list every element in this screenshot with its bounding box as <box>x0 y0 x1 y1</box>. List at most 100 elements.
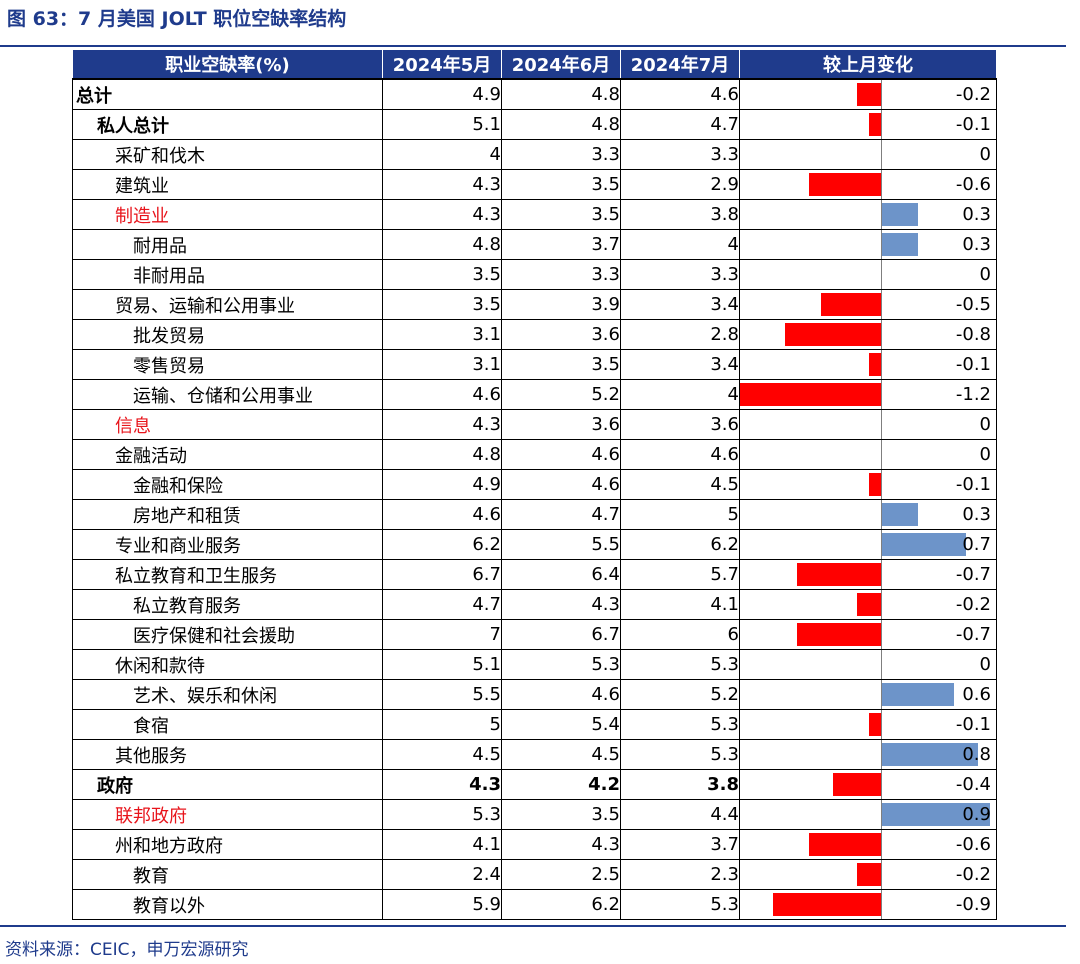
change-value: 0.3 <box>962 204 991 225</box>
value-jul: 3.7 <box>620 829 740 860</box>
change-bar-negative <box>869 473 881 496</box>
change-bar-negative <box>821 293 881 316</box>
change-bar-positive <box>882 533 966 556</box>
category-label: 非耐用品 <box>72 259 383 290</box>
value-may: 3.5 <box>382 289 502 320</box>
change-bar-negative <box>857 83 881 106</box>
value-jul: 5.3 <box>620 709 740 740</box>
source-note: 资料来源：CEIC，申万宏源研究 <box>5 940 249 960</box>
change-value: -0.1 <box>955 714 991 735</box>
table-body: 总计 4.9 4.8 4.6 -0.2 私人总计 5.1 4.8 4.7 -0.1 采矿和伐木 4 3.… <box>72 78 997 920</box>
value-may: 4.9 <box>382 469 502 500</box>
value-jun: 3.5 <box>501 199 621 230</box>
table-row: 运输、仓储和公用事业 4.6 5.2 4 -1.2 <box>72 379 997 410</box>
change-bar-negative <box>740 383 881 406</box>
change-cell: -0.4 <box>739 769 997 800</box>
value-jun: 2.5 <box>501 859 621 890</box>
table-row: 制造业 4.3 3.5 3.8 0.3 <box>72 199 997 230</box>
value-jun: 4.2 <box>501 769 621 800</box>
value-may: 4 <box>382 139 502 170</box>
header-jul: 2024年7月 <box>620 49 740 80</box>
change-bar-positive <box>882 743 978 766</box>
top-rule <box>0 45 1066 47</box>
value-jul: 3.4 <box>620 289 740 320</box>
category-label: 休闲和款待 <box>72 649 383 680</box>
change-cell: -0.2 <box>739 78 997 110</box>
change-value: -0.4 <box>955 774 991 795</box>
value-jul: 4.7 <box>620 109 740 140</box>
change-axis <box>881 680 882 709</box>
change-value: 0 <box>979 144 991 165</box>
change-value: -0.7 <box>955 624 991 645</box>
table-row: 休闲和款待 5.1 5.3 5.3 0 <box>72 649 997 680</box>
change-axis <box>881 440 882 469</box>
value-jul: 5.2 <box>620 679 740 710</box>
value-jul: 6 <box>620 619 740 650</box>
change-axis <box>881 590 882 619</box>
table-row: 非耐用品 3.5 3.3 3.3 0 <box>72 259 997 290</box>
category-label: 政府 <box>72 769 383 800</box>
category-label: 教育 <box>72 859 383 890</box>
category-label: 州和地方政府 <box>72 829 383 860</box>
table-row: 食宿 5 5.4 5.3 -0.1 <box>72 709 997 740</box>
change-value: -0.1 <box>955 354 991 375</box>
change-bar-negative <box>833 773 881 796</box>
category-label: 艺术、娱乐和休闲 <box>72 679 383 710</box>
value-may: 4.3 <box>382 169 502 200</box>
change-axis <box>881 200 882 229</box>
table-row: 批发贸易 3.1 3.6 2.8 -0.8 <box>72 319 997 350</box>
value-jul: 3.3 <box>620 139 740 170</box>
change-bar-positive <box>882 683 954 706</box>
category-label: 制造业 <box>72 199 383 230</box>
value-may: 5.1 <box>382 109 502 140</box>
table-row: 联邦政府 5.3 3.5 4.4 0.9 <box>72 799 997 830</box>
value-may: 4.6 <box>382 499 502 530</box>
table-row: 建筑业 4.3 3.5 2.9 -0.6 <box>72 169 997 200</box>
change-value: -0.7 <box>955 564 991 585</box>
category-label: 运输、仓储和公用事业 <box>72 379 383 410</box>
value-may: 5.1 <box>382 649 502 680</box>
value-jun: 6.4 <box>501 559 621 590</box>
change-axis <box>881 410 882 439</box>
change-axis <box>881 110 882 139</box>
value-jul: 3.4 <box>620 349 740 380</box>
value-jul: 5.3 <box>620 649 740 680</box>
value-may: 3.5 <box>382 259 502 290</box>
change-value: -0.9 <box>955 894 991 915</box>
change-value: -0.8 <box>955 324 991 345</box>
change-axis <box>881 470 882 499</box>
change-value: -0.6 <box>955 174 991 195</box>
change-axis <box>881 350 882 379</box>
change-cell: 0.7 <box>739 529 997 560</box>
change-value: -0.1 <box>955 474 991 495</box>
value-jun: 5.4 <box>501 709 621 740</box>
category-label: 房地产和租赁 <box>72 499 383 530</box>
change-axis <box>881 530 882 559</box>
table-row: 专业和商业服务 6.2 5.5 6.2 0.7 <box>72 529 997 560</box>
value-jun: 3.6 <box>501 409 621 440</box>
change-cell: -0.9 <box>739 889 997 920</box>
value-may: 3.1 <box>382 319 502 350</box>
change-value: 0 <box>979 654 991 675</box>
change-axis <box>881 860 882 889</box>
category-label: 私人总计 <box>72 109 383 140</box>
value-jul: 3.8 <box>620 769 740 800</box>
value-jun: 6.2 <box>501 889 621 920</box>
change-cell: 0.3 <box>739 199 997 230</box>
change-bar-positive <box>882 203 918 226</box>
change-axis <box>881 620 882 649</box>
table-row: 贸易、运输和公用事业 3.5 3.9 3.4 -0.5 <box>72 289 997 320</box>
change-cell: -0.7 <box>739 559 997 590</box>
category-label: 金融活动 <box>72 439 383 470</box>
change-cell: -0.8 <box>739 319 997 350</box>
header-change: 较上月变化 <box>739 49 997 80</box>
change-bar-negative <box>773 893 881 916</box>
header-category: 职业空缺率(%) <box>72 49 383 80</box>
category-label: 耐用品 <box>72 229 383 260</box>
table-row: 房地产和租赁 4.6 4.7 5 0.3 <box>72 499 997 530</box>
category-label: 批发贸易 <box>72 319 383 350</box>
table-row: 其他服务 4.5 4.5 5.3 0.8 <box>72 739 997 770</box>
category-label: 总计 <box>72 78 383 110</box>
value-jun: 3.5 <box>501 799 621 830</box>
change-bar-positive <box>882 803 990 826</box>
